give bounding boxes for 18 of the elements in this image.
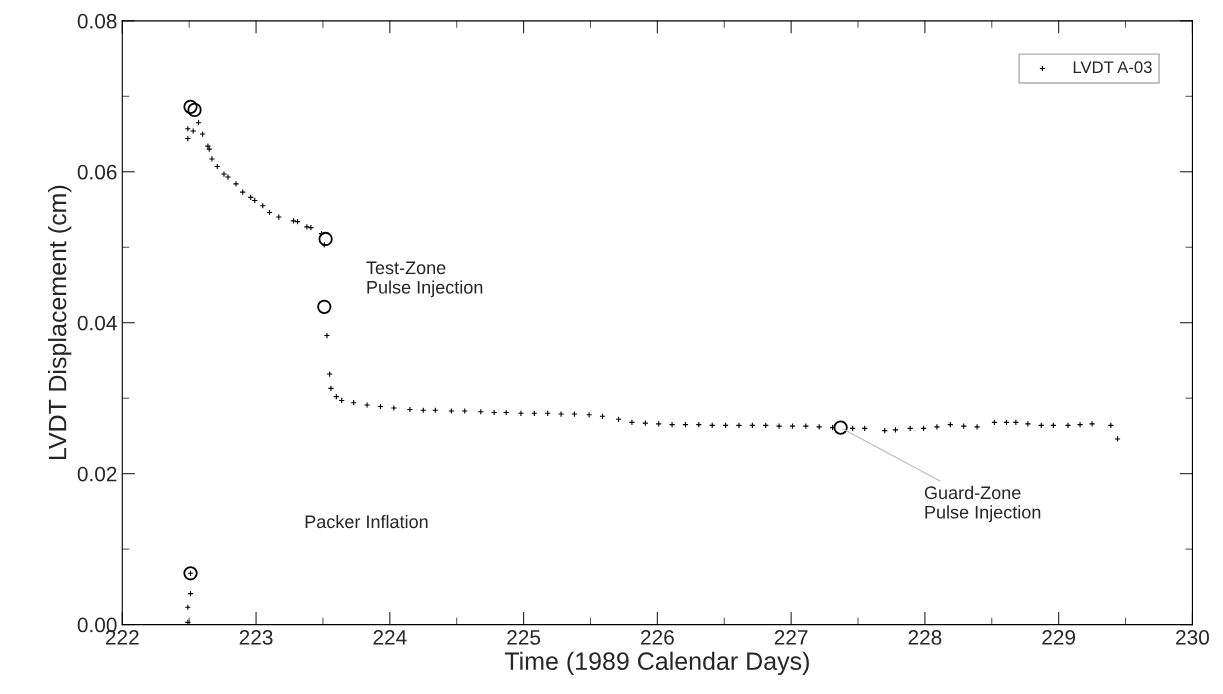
annotation: Packer Inflation bbox=[305, 514, 428, 529]
y-tick-label: 0.08 bbox=[77, 13, 117, 29]
x-tick-label: 229 bbox=[1042, 630, 1076, 645]
y-tick-label: 0.02 bbox=[77, 466, 117, 482]
annotation: Test-Zone Pulse Injection bbox=[366, 261, 483, 298]
x-tick-label: 230 bbox=[1176, 630, 1209, 645]
x-tick-label: 224 bbox=[373, 630, 407, 645]
y-axis-title: LVDT Displacement (cm) bbox=[48, 185, 72, 460]
annotation: Guard-Zone Pulse Injection bbox=[924, 485, 1041, 523]
legend-label: LVDT A-03 bbox=[1073, 61, 1152, 74]
x-tick-label: 227 bbox=[774, 630, 808, 645]
y-tick-label: 0.04 bbox=[77, 315, 117, 331]
x-axis-title: Time (1989 Calendar Days) bbox=[504, 651, 809, 675]
x-tick-label: 223 bbox=[239, 630, 273, 645]
x-tick-label: 225 bbox=[507, 630, 541, 645]
x-tick-label: 226 bbox=[641, 630, 674, 645]
x-tick-label: 228 bbox=[908, 630, 942, 645]
y-tick-label: 0.06 bbox=[77, 164, 117, 180]
